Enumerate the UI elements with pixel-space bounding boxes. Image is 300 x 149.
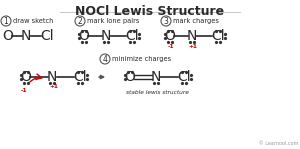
Text: 2: 2 [78, 17, 82, 25]
Text: -1: -1 [168, 44, 174, 49]
Text: O: O [124, 70, 135, 84]
Text: mark lone pairs: mark lone pairs [87, 18, 140, 24]
Text: +1: +1 [50, 84, 58, 90]
Text: N: N [187, 29, 197, 43]
Text: N: N [47, 70, 57, 84]
Text: O: O [165, 29, 176, 43]
Text: +1: +1 [188, 44, 197, 49]
Text: NOCl Lewis Structure: NOCl Lewis Structure [75, 5, 225, 18]
Text: O: O [79, 29, 89, 43]
Text: O: O [3, 29, 13, 43]
Text: O: O [21, 70, 32, 84]
Text: Cl: Cl [177, 70, 191, 84]
Text: Cl: Cl [211, 29, 225, 43]
Text: Cl: Cl [73, 70, 87, 84]
Text: minimize charges: minimize charges [112, 56, 171, 62]
Text: 3: 3 [164, 17, 168, 25]
Text: stable lewis structure: stable lewis structure [126, 90, 188, 96]
Text: 4: 4 [103, 55, 107, 63]
Text: -1: -1 [21, 87, 27, 93]
Text: N: N [21, 29, 31, 43]
Text: Cl: Cl [40, 29, 54, 43]
Text: N: N [101, 29, 111, 43]
Text: mark charges: mark charges [173, 18, 219, 24]
Text: Cl: Cl [125, 29, 139, 43]
Text: 1: 1 [4, 17, 8, 25]
Text: © Learnool.com: © Learnool.com [259, 141, 298, 146]
Text: N: N [151, 70, 161, 84]
Text: draw sketch: draw sketch [13, 18, 53, 24]
